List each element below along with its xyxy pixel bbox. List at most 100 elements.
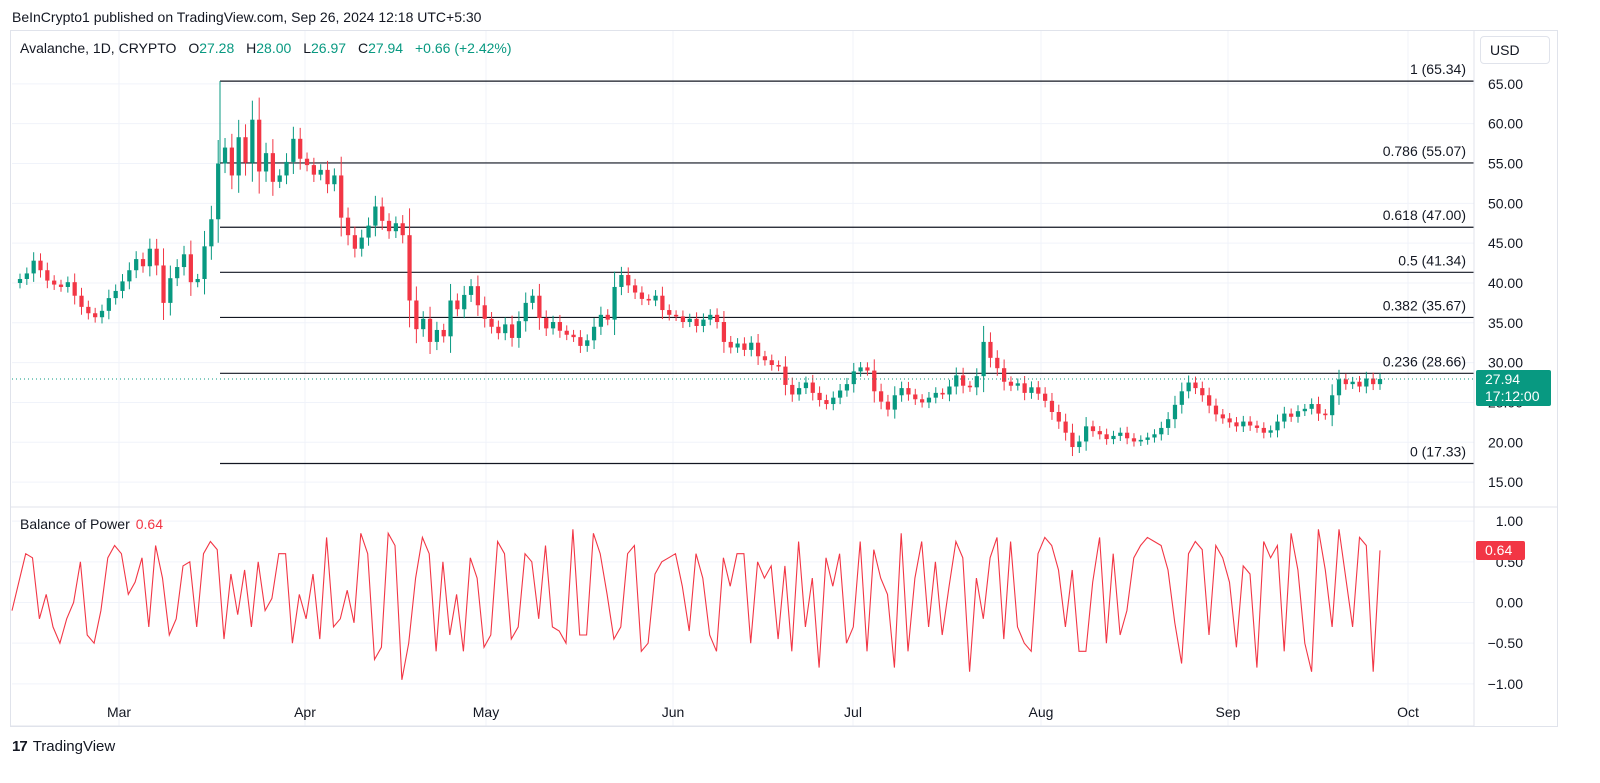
candle-body: [311, 165, 316, 175]
candle-body: [339, 175, 344, 218]
grid: [12, 31, 1474, 726]
candle-body: [31, 260, 36, 274]
candle-body: [639, 292, 645, 299]
candle-body: [796, 388, 802, 395]
open-value: 27.28: [199, 40, 235, 56]
candle-body: [1220, 414, 1225, 419]
candle-body: [803, 382, 809, 389]
time-axis-label: Mar: [107, 704, 131, 720]
time-axis-label: Apr: [294, 704, 316, 720]
candle-body: [537, 295, 542, 319]
price-axis-label: 60.00: [1488, 116, 1523, 132]
fib-level-label: 1 (65.34): [1410, 61, 1466, 77]
candle-body: [742, 343, 747, 350]
candle-body: [366, 225, 371, 238]
candle-body: [93, 313, 98, 318]
candle-body: [667, 310, 672, 315]
candle-body: [783, 366, 788, 385]
candle-body: [872, 370, 877, 392]
candle-body: [544, 318, 549, 329]
candle-body: [694, 318, 699, 326]
candle-body: [947, 386, 952, 395]
candle-body: [926, 397, 932, 403]
candle-body: [1097, 431, 1102, 435]
candle-body: [1350, 381, 1355, 385]
candle-body: [913, 394, 918, 400]
candle-body: [1125, 432, 1130, 439]
candle-body: [1343, 379, 1348, 385]
candle-body: [147, 248, 152, 267]
candle-body: [1268, 430, 1273, 433]
candle-body: [844, 384, 850, 391]
fib-level-label: 0.618 (47.00): [1383, 207, 1466, 223]
price-axis-label: 15.00: [1488, 474, 1523, 490]
tradingview-brand: TradingView: [32, 738, 116, 755]
currency-button[interactable]: USD: [1480, 36, 1550, 64]
candle-body: [1207, 395, 1212, 406]
candle-body: [154, 248, 159, 266]
candle-body: [1084, 426, 1089, 442]
candle-body: [728, 341, 733, 348]
fib-level-label: 0.382 (35.67): [1383, 297, 1466, 313]
price-axis-label: 45.00: [1488, 235, 1523, 251]
candle-body: [1234, 422, 1239, 427]
candle-body: [646, 298, 651, 301]
tradingview-logo[interactable]: 17 TradingView: [12, 738, 115, 755]
price-axis-label: 30.00: [1488, 355, 1523, 371]
candle-body: [393, 223, 398, 232]
candle-body: [817, 392, 822, 401]
candle-body: [229, 147, 234, 176]
candle-body: [701, 319, 706, 326]
balance-of-power-series: [11, 529, 1381, 680]
candle-body: [386, 220, 392, 232]
candle-body: [516, 321, 522, 338]
time-axis-label: Aug: [1029, 704, 1054, 720]
candle-body: [304, 158, 310, 166]
candle-body: [325, 169, 330, 185]
candle-body: [831, 397, 836, 405]
candle-body: [181, 254, 187, 268]
candle-body: [434, 329, 440, 342]
candle-body: [332, 175, 337, 185]
high-value: 28.00: [256, 40, 292, 56]
candle-body: [448, 300, 453, 337]
open-label: O: [188, 40, 200, 56]
candle-body: [660, 295, 665, 311]
candle-body: [503, 324, 508, 334]
candle-body: [1261, 427, 1266, 433]
candle-body: [721, 322, 727, 342]
candle-body: [1275, 421, 1280, 431]
candle-body: [222, 147, 228, 164]
candle-body: [885, 401, 891, 410]
candle-body: [45, 270, 50, 281]
candle-body: [530, 295, 535, 303]
symbol-legend[interactable]: Avalanche, 1D, CRYPTO O27.28 H28.00 L26.…: [20, 40, 512, 56]
candle-body: [243, 137, 248, 163]
axes: 15.0020.0025.0030.0035.0040.0045.0050.00…: [10, 31, 1558, 727]
candle-body: [940, 392, 945, 395]
candle-body: [708, 314, 713, 320]
candle-body: [1166, 419, 1171, 428]
candle-body: [427, 318, 433, 342]
candle-body: [482, 305, 487, 319]
indicator-legend[interactable]: Balance of Power 0.64: [20, 516, 163, 532]
candle-body: [79, 295, 84, 307]
price-axis-label: 50.00: [1488, 195, 1523, 211]
fib-level-label: 0.786 (55.07): [1383, 143, 1466, 159]
high-label: H: [246, 40, 257, 56]
candle-body: [58, 284, 64, 287]
candle-body: [1323, 413, 1328, 416]
low-label: L: [303, 40, 311, 56]
publish-credit: BeInCrypto1 published on TradingView.com…: [12, 9, 482, 25]
time-axis-label: Jun: [662, 704, 685, 720]
candle-body: [421, 318, 426, 330]
candle-body: [906, 388, 911, 395]
candle-body: [400, 223, 405, 236]
candle-body: [1377, 379, 1383, 385]
candle-body: [1193, 382, 1198, 389]
candle-body: [257, 119, 262, 172]
candle-body: [1316, 404, 1321, 414]
candle-body: [1336, 379, 1342, 396]
candle-body: [858, 367, 863, 372]
